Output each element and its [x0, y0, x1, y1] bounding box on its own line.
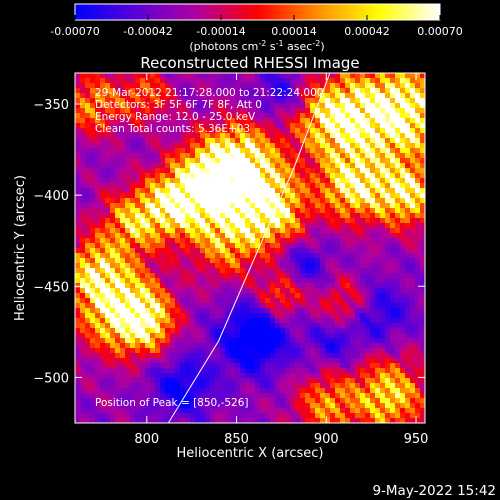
x-tick-label: 950: [404, 432, 429, 447]
colorbar-unit-label: (photons cm-2 s-1 asec-2): [189, 39, 324, 53]
x-tick-label: 800: [134, 432, 159, 447]
annotation-clean-counts: Clean Total counts: 5.36E+03: [95, 123, 250, 135]
y-tick-label: −350: [33, 98, 69, 113]
unit-part: ): [320, 40, 324, 53]
colorbar-tick-label: -0.00042: [123, 25, 172, 38]
annotation-detectors: Detectors: 3F 5F 6F 7F 8F, Att 0: [95, 99, 262, 111]
colorbar-gradient: [75, 4, 440, 20]
y-axis-ticks: −350 −400 −450 −500: [33, 98, 425, 386]
unit-exponent: -2: [312, 39, 320, 48]
chart-title-area: Reconstructed RHESSI Image: [140, 54, 359, 72]
chart-title: Reconstructed RHESSI Image: [140, 54, 359, 72]
colorbar-tick-label: -0.00014: [196, 25, 245, 38]
x-tick-label: 900: [314, 432, 339, 447]
colorbar-tick-label: 0.00070: [417, 25, 463, 38]
unit-exponent: -2: [258, 39, 266, 48]
annotation-energy-range: Energy Range: 12.0 - 25.0 keV: [95, 111, 256, 123]
colorbar-tick-label: -0.00070: [50, 25, 99, 38]
colorbar: -0.00070 -0.00042 -0.00014 0.00014 0.00042 0.…: [50, 3, 463, 53]
plot-frame: [74, 72, 426, 424]
y-tick-label: −450: [33, 280, 69, 295]
x-axis-label: Heliocentric X (arcsec): [177, 446, 324, 461]
unit-exponent: -1: [276, 39, 284, 48]
solar-limb-curve: [167, 72, 331, 424]
colorbar-frame: [74, 3, 441, 21]
unit-part: s: [266, 40, 275, 53]
y-tick-label: −400: [33, 189, 69, 204]
heatmap-image: [75, 73, 425, 423]
unit-part: asec: [284, 40, 313, 53]
x-axis-ticks: 800 850 900 950: [134, 73, 428, 447]
peak-position-label: Position of Peak = [850,-526]: [95, 397, 249, 409]
annotation-time-range: 29-Mar-2012 21:17:28.000 to 21:22:24.000: [95, 87, 323, 99]
footer-timestamp: 9-May-2022 15:42: [372, 483, 496, 499]
unit-part: (photons cm: [189, 40, 258, 53]
colorbar-tick-label: 0.00042: [344, 25, 390, 38]
colorbar-ticks: -0.00070 -0.00042 -0.00014 0.00014 0.00042 0.…: [50, 15, 463, 38]
x-tick-label: 850: [224, 432, 249, 447]
colorbar-tick-label: 0.00014: [271, 25, 317, 38]
info-annotations: 29-Mar-2012 21:17:28.000 to 21:22:24.000…: [95, 87, 323, 135]
y-axis-label: Heliocentric Y (arcsec): [13, 175, 28, 321]
y-tick-label: −500: [33, 371, 69, 386]
